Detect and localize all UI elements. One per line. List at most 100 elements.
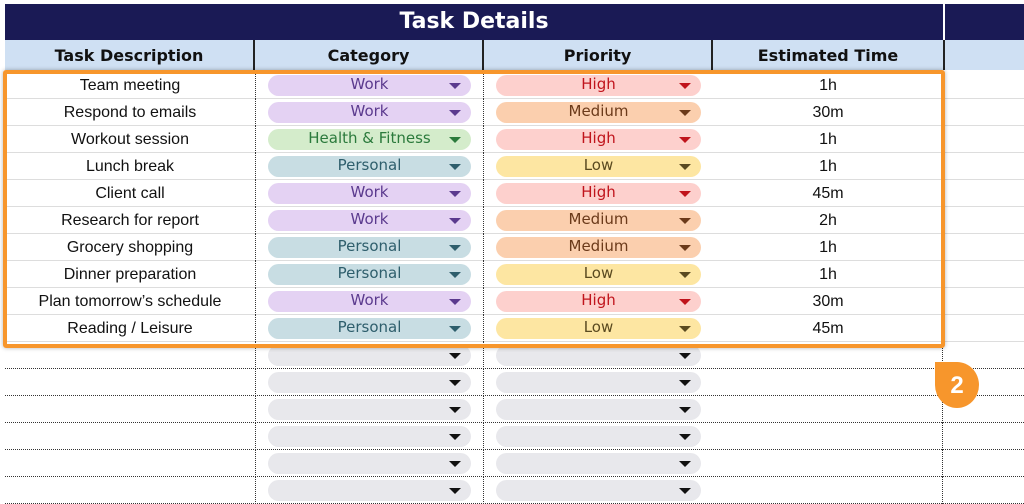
priority-cell[interactable] bbox=[484, 396, 713, 423]
category-cell[interactable]: Work bbox=[255, 72, 484, 99]
category-dropdown[interactable]: Work bbox=[268, 183, 471, 204]
dropdown-arrow-icon[interactable] bbox=[449, 380, 461, 386]
task-description[interactable]: Research for report bbox=[61, 212, 199, 229]
estimated-time[interactable]: 45m bbox=[812, 320, 844, 337]
empty-cell[interactable] bbox=[943, 126, 1024, 153]
category-cell[interactable]: Personal bbox=[255, 261, 484, 288]
priority-cell[interactable] bbox=[484, 342, 713, 369]
category-dropdown[interactable]: Work bbox=[268, 102, 471, 123]
dropdown-arrow-icon[interactable] bbox=[679, 407, 691, 413]
dropdown-arrow-icon[interactable] bbox=[679, 299, 691, 305]
priority-dropdown[interactable] bbox=[496, 480, 701, 501]
category-dropdown[interactable] bbox=[268, 399, 471, 420]
priority-cell[interactable] bbox=[484, 477, 713, 504]
estimated-time[interactable]: 1h bbox=[819, 77, 837, 94]
category-dropdown[interactable]: Work bbox=[268, 291, 471, 312]
dropdown-arrow-icon[interactable] bbox=[449, 299, 461, 305]
priority-dropdown[interactable] bbox=[496, 453, 701, 474]
estimated-time[interactable]: 1h bbox=[819, 239, 837, 256]
category-cell[interactable] bbox=[255, 477, 484, 504]
estimated-time[interactable]: 2h bbox=[819, 212, 837, 229]
category-dropdown[interactable]: Work bbox=[268, 210, 471, 231]
priority-dropdown[interactable]: Low bbox=[496, 264, 701, 285]
dropdown-arrow-icon[interactable] bbox=[679, 137, 691, 143]
priority-dropdown[interactable] bbox=[496, 372, 701, 393]
dropdown-arrow-icon[interactable] bbox=[449, 137, 461, 143]
dropdown-arrow-icon[interactable] bbox=[679, 191, 691, 197]
dropdown-arrow-icon[interactable] bbox=[449, 326, 461, 332]
empty-cell[interactable] bbox=[943, 207, 1024, 234]
estimated-time[interactable]: 1h bbox=[819, 158, 837, 175]
priority-cell[interactable] bbox=[484, 423, 713, 450]
category-cell[interactable]: Personal bbox=[255, 153, 484, 180]
empty-cell[interactable] bbox=[943, 288, 1024, 315]
priority-cell[interactable]: Medium bbox=[484, 207, 713, 234]
category-cell[interactable]: Personal bbox=[255, 234, 484, 261]
priority-cell[interactable]: High bbox=[484, 126, 713, 153]
priority-dropdown[interactable]: Medium bbox=[496, 237, 701, 258]
priority-dropdown[interactable]: Low bbox=[496, 156, 701, 177]
category-cell[interactable] bbox=[255, 369, 484, 396]
task-description[interactable]: Respond to emails bbox=[63, 104, 197, 121]
estimated-time[interactable]: 1h bbox=[819, 131, 837, 148]
priority-cell[interactable]: High bbox=[484, 72, 713, 99]
estimated-time[interactable] bbox=[713, 342, 943, 369]
task-description[interactable]: Client call bbox=[95, 185, 165, 202]
task-description[interactable]: Plan tomorrow’s schedule bbox=[38, 293, 222, 310]
empty-cell[interactable] bbox=[943, 99, 1024, 126]
dropdown-arrow-icon[interactable] bbox=[449, 434, 461, 440]
estimated-time[interactable]: 1h bbox=[819, 266, 837, 283]
category-cell[interactable]: Work bbox=[255, 99, 484, 126]
category-dropdown[interactable] bbox=[268, 426, 471, 447]
priority-dropdown[interactable]: High bbox=[496, 291, 701, 312]
task-description[interactable]: Grocery shopping bbox=[66, 239, 194, 256]
priority-dropdown[interactable]: High bbox=[496, 129, 701, 150]
dropdown-arrow-icon[interactable] bbox=[449, 110, 461, 116]
dropdown-arrow-icon[interactable] bbox=[449, 83, 461, 89]
priority-dropdown[interactable]: Low bbox=[496, 318, 701, 339]
empty-cell[interactable] bbox=[943, 153, 1024, 180]
dropdown-arrow-icon[interactable] bbox=[679, 488, 691, 494]
empty-cell[interactable] bbox=[943, 315, 1024, 342]
task-description[interactable]: Lunch break bbox=[85, 158, 175, 175]
dropdown-arrow-icon[interactable] bbox=[449, 461, 461, 467]
task-description[interactable]: Team meeting bbox=[79, 77, 181, 94]
dropdown-arrow-icon[interactable] bbox=[449, 164, 461, 170]
empty-cell[interactable] bbox=[943, 423, 1024, 450]
dropdown-arrow-icon[interactable] bbox=[679, 272, 691, 278]
category-dropdown[interactable]: Work bbox=[268, 75, 471, 96]
category-cell[interactable] bbox=[255, 396, 484, 423]
dropdown-arrow-icon[interactable] bbox=[679, 245, 691, 251]
dropdown-arrow-icon[interactable] bbox=[679, 218, 691, 224]
dropdown-arrow-icon[interactable] bbox=[449, 272, 461, 278]
priority-cell[interactable]: Medium bbox=[484, 99, 713, 126]
priority-cell[interactable]: Low bbox=[484, 261, 713, 288]
empty-cell[interactable] bbox=[943, 234, 1024, 261]
priority-dropdown[interactable] bbox=[496, 345, 701, 366]
category-dropdown[interactable] bbox=[268, 345, 471, 366]
empty-cell[interactable] bbox=[943, 180, 1024, 207]
priority-cell[interactable]: High bbox=[484, 180, 713, 207]
dropdown-arrow-icon[interactable] bbox=[679, 83, 691, 89]
dropdown-arrow-icon[interactable] bbox=[679, 461, 691, 467]
priority-cell[interactable]: Medium bbox=[484, 234, 713, 261]
estimated-time[interactable] bbox=[713, 450, 943, 477]
category-dropdown[interactable] bbox=[268, 480, 471, 501]
priority-dropdown[interactable]: Medium bbox=[496, 102, 701, 123]
dropdown-arrow-icon[interactable] bbox=[449, 191, 461, 197]
task-description[interactable] bbox=[5, 450, 255, 477]
dropdown-arrow-icon[interactable] bbox=[449, 218, 461, 224]
dropdown-arrow-icon[interactable] bbox=[449, 407, 461, 413]
empty-cell[interactable] bbox=[943, 72, 1024, 99]
category-dropdown[interactable]: Personal bbox=[268, 318, 471, 339]
priority-cell[interactable]: High bbox=[484, 288, 713, 315]
task-description[interactable]: Reading / Leisure bbox=[67, 320, 193, 337]
estimated-time[interactable]: 30m bbox=[812, 293, 844, 310]
task-description[interactable] bbox=[5, 396, 255, 423]
task-description[interactable]: Workout session bbox=[71, 131, 189, 148]
empty-cell[interactable] bbox=[943, 261, 1024, 288]
estimated-time[interactable] bbox=[713, 477, 943, 504]
task-description[interactable] bbox=[5, 423, 255, 450]
dropdown-arrow-icon[interactable] bbox=[679, 326, 691, 332]
dropdown-arrow-icon[interactable] bbox=[449, 245, 461, 251]
